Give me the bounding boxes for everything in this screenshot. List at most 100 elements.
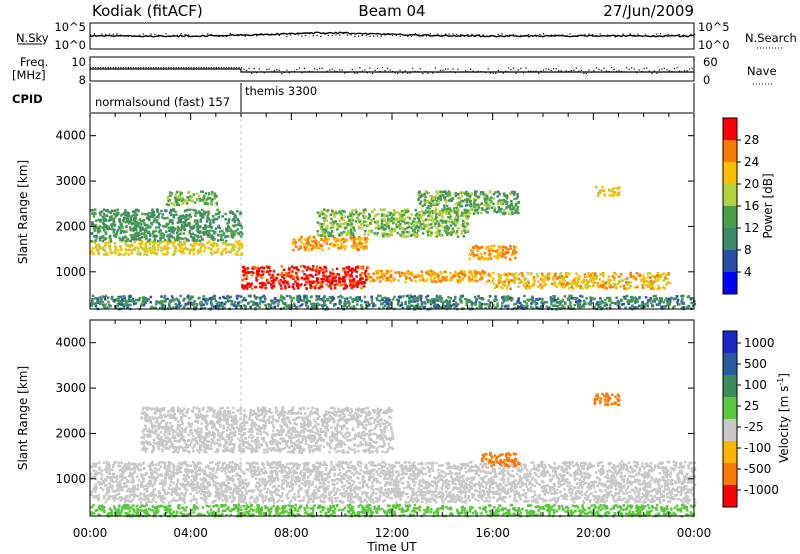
nave-dot	[545, 68, 547, 70]
power-cell	[245, 274, 248, 277]
power-cell	[517, 285, 520, 288]
power-cell	[144, 234, 148, 237]
power-cell	[338, 219, 342, 222]
power-cell	[404, 208, 407, 211]
power-cell	[264, 303, 267, 307]
noise-search-dot	[312, 35, 314, 37]
power-cell	[363, 233, 366, 236]
power-colorbar-tick-label: 4	[744, 265, 752, 279]
power-cell	[654, 294, 657, 298]
power-cell	[344, 272, 347, 276]
power-cell	[201, 244, 204, 247]
power-cell	[300, 276, 304, 280]
power-cell	[193, 247, 196, 251]
power-cell	[395, 298, 399, 301]
power-cell	[336, 244, 339, 247]
power-cell	[528, 286, 531, 290]
power-cell	[205, 302, 209, 305]
power-cell	[151, 241, 154, 244]
power-cell	[353, 236, 356, 240]
power-cell	[517, 297, 521, 300]
power-cell	[198, 199, 202, 202]
power-cell	[414, 214, 418, 217]
power-cell	[634, 276, 637, 280]
power-cell	[381, 277, 385, 281]
power-cell	[187, 239, 190, 242]
power-y-tick-label: 4000	[55, 129, 86, 143]
power-cell	[182, 299, 185, 302]
power-cell	[218, 301, 222, 305]
power-cell	[262, 266, 265, 270]
power-cell	[360, 226, 363, 230]
power-cell	[649, 280, 653, 283]
power-cell	[156, 219, 159, 222]
power-cell	[366, 265, 369, 269]
power-cell	[611, 275, 614, 278]
power-cell	[133, 219, 137, 222]
power-cell	[98, 236, 102, 239]
nave-dot	[246, 69, 248, 71]
power-cell	[618, 186, 621, 189]
power-cell	[104, 231, 108, 234]
power-cell	[349, 284, 352, 287]
power-cell	[193, 242, 196, 245]
power-cell	[304, 247, 307, 250]
power-cell	[145, 224, 149, 227]
power-cell	[171, 306, 175, 309]
power-cell	[188, 231, 191, 234]
power-cell	[187, 214, 190, 217]
power-cell	[379, 294, 382, 298]
power-cell	[480, 306, 483, 309]
power-cell	[466, 211, 469, 214]
power-cell	[426, 199, 429, 203]
power-cell	[392, 212, 395, 215]
power-cell	[443, 307, 446, 310]
power-cell	[625, 295, 628, 298]
power-cell	[176, 196, 179, 199]
power-cell	[298, 238, 301, 242]
power-cell	[485, 247, 488, 250]
power-cell	[412, 274, 415, 277]
power-cell	[502, 300, 506, 303]
power-cell	[176, 234, 180, 237]
power-cell	[300, 241, 303, 244]
nave-dot	[165, 67, 167, 69]
power-cell	[218, 226, 222, 230]
power-cell	[239, 211, 242, 214]
power-cell	[504, 305, 507, 308]
power-cell	[207, 247, 210, 250]
power-cell	[607, 281, 611, 285]
nave-dot	[344, 72, 346, 74]
nave-dot	[326, 70, 328, 72]
noise-search-dot	[203, 35, 205, 37]
power-cell	[460, 229, 464, 233]
power-cell	[326, 209, 330, 212]
power-cell	[513, 193, 516, 196]
power-cell	[121, 213, 124, 216]
power-cell	[322, 299, 325, 302]
power-cell	[127, 248, 130, 251]
power-cell	[561, 281, 564, 284]
power-cell	[613, 284, 616, 288]
power-cell	[487, 245, 490, 248]
power-cell	[172, 208, 175, 211]
nave-dot	[462, 71, 464, 73]
power-cell	[322, 223, 325, 226]
noise-search-dot	[546, 35, 548, 37]
power-cell	[306, 239, 309, 242]
power-cell	[299, 299, 302, 302]
power-cell	[179, 294, 182, 298]
power-cell	[348, 219, 351, 222]
power-cell	[372, 217, 376, 221]
power-cell	[629, 271, 632, 275]
noise-search-dot	[150, 33, 152, 35]
noise-search-dot	[195, 35, 197, 37]
power-cell	[199, 218, 203, 221]
power-cell	[302, 243, 305, 246]
power-cell	[306, 237, 310, 240]
power-cell	[203, 306, 206, 310]
power-cell	[550, 282, 554, 286]
power-cell	[161, 300, 164, 303]
power-cell	[558, 280, 562, 283]
power-cell	[666, 300, 669, 303]
